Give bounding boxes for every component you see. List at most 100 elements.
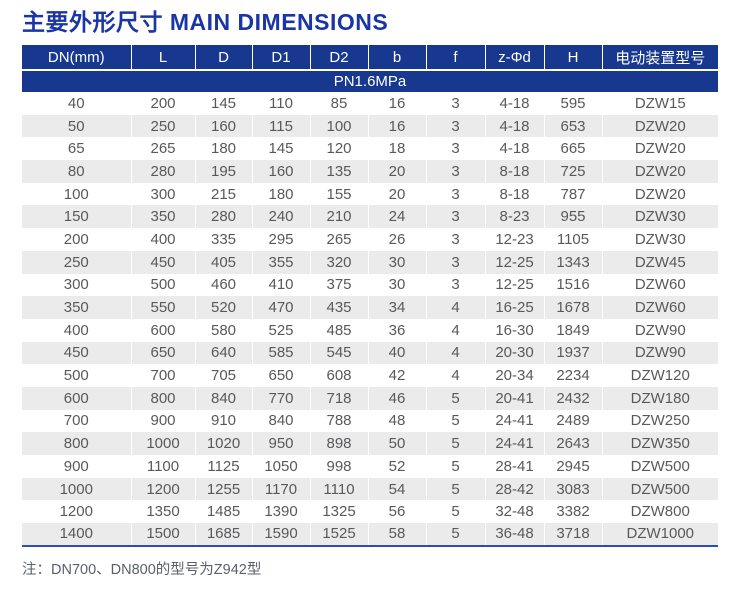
column-header: b	[368, 45, 427, 71]
table-body: 40 200 145 110 85 16 3 4-18 595 DZW15 50 250 160 115 1…	[22, 92, 718, 546]
table-row: 150 350 280 240 210 24 3 8-23 955 DZW30	[22, 205, 718, 229]
table-row: 700 900 910 840 788 48 5 24-41 2489 DZW250	[22, 409, 718, 433]
table-cell: 788	[310, 409, 369, 433]
table-cell: 195	[195, 160, 253, 183]
table-cell: 8-23	[485, 205, 545, 229]
table-cell: 5	[426, 386, 486, 410]
table-row: 40 200 145 110 85 16 3 4-18 595 DZW15	[22, 92, 718, 115]
table-cell: 3	[426, 182, 486, 206]
table-cell: 3083	[544, 477, 603, 501]
table-cell: 1020	[195, 432, 253, 455]
table-cell: 1350	[131, 500, 196, 524]
table-cell: 320	[310, 250, 369, 274]
table-row: 1400 1500 1685 1590 1525 58 5 36-48 3718 DZW1000	[22, 523, 718, 546]
table-header-row: DN(mm) L D D1 D2 b f z-Φd H 电动装置型号	[22, 45, 718, 71]
table-cell: 50	[368, 432, 427, 455]
table-cell: 1170	[252, 477, 311, 501]
table-cell: 1125	[195, 455, 253, 478]
table-cell: 3	[426, 92, 486, 115]
table-cell: 110	[252, 92, 311, 115]
table-row: 50 250 160 115 100 16 3 4-18 653 DZW20	[22, 114, 718, 138]
table-cell: 24-41	[485, 432, 545, 455]
column-header: DN(mm)	[22, 45, 132, 71]
table-cell: 20-41	[485, 386, 545, 410]
column-header: D	[195, 45, 253, 71]
page-title: 主要外形尺寸 MAIN DIMENSIONS	[22, 9, 389, 35]
table-cell: 30	[368, 250, 427, 274]
column-header: H	[544, 45, 603, 71]
column-header: D1	[252, 45, 311, 71]
table-cell: DZW90	[634, 344, 686, 362]
table-cell: 2489	[544, 409, 603, 433]
table-cell: DZW120	[630, 367, 690, 385]
table-cell: 580	[195, 318, 253, 342]
table-cell: 770	[252, 386, 311, 410]
table-cell: 3	[426, 228, 486, 251]
table-cell: 295	[252, 228, 311, 251]
table-cell: 4	[426, 364, 486, 387]
table-cell: 4-18	[485, 137, 545, 161]
table-cell: 640	[195, 341, 253, 365]
table-row: 800 1000 1020 950 898 50 5 24-41 2643 DZW350	[22, 432, 718, 455]
table-cell: 4-18	[485, 92, 545, 115]
table-cell: 1000	[22, 477, 132, 501]
table-cell: 525	[252, 318, 311, 342]
table-cell: 180	[195, 137, 253, 161]
table-cell: 4	[426, 341, 486, 365]
table-cell: 1500	[131, 523, 196, 546]
table-cell: 2643	[544, 432, 603, 455]
table-cell: DZW30	[634, 230, 686, 248]
table-cell: 355	[252, 250, 311, 274]
table-cell: 265	[131, 137, 196, 161]
table-cell: 28-42	[485, 477, 545, 501]
table-cell: 900	[131, 409, 196, 433]
dimensions-table: DN(mm) L D D1 D2 b f z-Φd H 电动装置型号 PN1.6MPa 40 200…	[22, 45, 718, 547]
table-cell: 955	[544, 205, 603, 229]
table-cell: 653	[544, 114, 603, 138]
table-cell: 608	[310, 364, 369, 387]
table-cell: 650	[131, 341, 196, 365]
table-cell: 12-25	[485, 250, 545, 274]
table-cell: 8-18	[485, 182, 545, 206]
table-cell: DZW60	[634, 299, 686, 317]
table-cell: 210	[310, 205, 369, 229]
subheader-row: PN1.6MPa	[22, 70, 718, 92]
table-cell: 335	[195, 228, 253, 251]
table-cell: 160	[252, 160, 311, 183]
table-cell: 145	[195, 92, 253, 115]
table-cell: 240	[252, 205, 311, 229]
table-cell: 5	[426, 477, 486, 501]
table-cell: DZW500	[630, 457, 690, 475]
table-cell: 40	[368, 341, 427, 365]
table-cell: 20	[368, 182, 427, 206]
table-row: 500 700 705 650 608 42 4 20-34 2234 DZW120	[22, 364, 718, 387]
table-cell: 1685	[195, 523, 253, 546]
table-row: 65 265 180 145 120 18 3 4-18 665 DZW20	[22, 137, 718, 161]
table-cell: 1516	[544, 273, 603, 297]
table-cell: 1485	[195, 500, 253, 524]
table-cell: 1105	[544, 228, 603, 251]
table-cell: 1390	[252, 500, 311, 524]
table-row: 900 1100 1125 1050 998 52 5 28-41 2945 DZW500	[22, 455, 718, 478]
table-row: 200 400 335 295 265 26 3 12-23 1105 DZW30	[22, 228, 718, 251]
table-cell: 3382	[544, 500, 603, 524]
table-note: 注：DN700、DN800的型号为Z942型	[22, 562, 262, 578]
table-cell: DZW1000	[626, 525, 695, 543]
table-cell: 1110	[310, 477, 369, 501]
table-cell: 80	[22, 160, 132, 183]
table-cell: 1255	[195, 477, 253, 501]
table-cell: 5	[426, 409, 486, 433]
table-cell: 435	[310, 296, 369, 319]
table-cell: 1200	[22, 500, 132, 524]
table-cell: 2234	[544, 364, 603, 387]
table-cell: 500	[22, 364, 132, 387]
table-cell: 85	[310, 92, 369, 115]
pressure-rating-label: PN1.6MPa	[22, 70, 718, 92]
table-row: 350 550 520 470 435 34 4 16-25 1678 DZW60	[22, 296, 718, 319]
table-cell: 52	[368, 455, 427, 478]
table-cell: 650	[252, 364, 311, 387]
table-cell: 100	[22, 182, 132, 206]
table-cell: 200	[131, 92, 196, 115]
table-cell: 16	[368, 114, 427, 138]
table-cell: 665	[544, 137, 603, 161]
